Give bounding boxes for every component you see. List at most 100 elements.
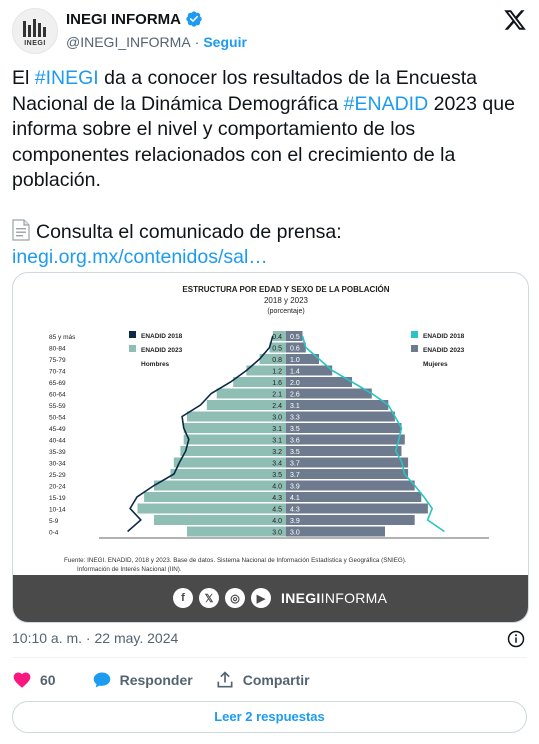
- reply-button[interactable]: Responder: [92, 670, 193, 690]
- value-mujeres-14: 4.1: [290, 495, 300, 502]
- press-release-link[interactable]: inegi.org.mx/contenidos/sal…: [12, 246, 268, 268]
- bar-hombres-5: [216, 388, 286, 399]
- bar-hombres-3: [246, 365, 286, 376]
- reply-label: Responder: [119, 672, 193, 688]
- share-button[interactable]: Compartir: [215, 670, 310, 690]
- bar-mujeres-9: [286, 434, 405, 445]
- value-hombres-7: 3.0: [272, 415, 282, 422]
- display-name[interactable]: INEGI INFORMA: [66, 10, 181, 28]
- legend-swatch: [129, 345, 136, 352]
- value-hombres-6: 2.4: [272, 403, 282, 410]
- bar-hombres-2: [259, 354, 286, 364]
- handle[interactable]: @INEGI_INFORMA: [66, 34, 191, 50]
- share-icon: [217, 671, 233, 688]
- bar-hombres-13: [154, 480, 286, 491]
- read-replies-button[interactable]: Leer 2 respuestas: [12, 701, 527, 733]
- age-label-15: 10-14: [49, 507, 66, 514]
- value-hombres-14: 4.3: [272, 495, 282, 502]
- age-label-0: 85 y más: [49, 334, 76, 341]
- bar-mujeres-3: [286, 365, 333, 376]
- chart-title: ESTRUCTURA POR EDAD Y SEXO DE LA POBLACI…: [182, 285, 389, 294]
- separator: ·: [194, 34, 200, 50]
- outline-2018-hombres: [127, 335, 274, 533]
- info-icon[interactable]: [507, 630, 525, 648]
- value-hombres-16: 4.0: [272, 518, 282, 525]
- value-mujeres-2: 1.0: [290, 357, 300, 364]
- youtube-icon: ▶: [251, 588, 271, 608]
- value-hombres-1: 0.5: [272, 346, 282, 353]
- inegi-logo-icon: [23, 19, 46, 37]
- population-pyramid-chart: ESTRUCTURA POR EDAD Y SEXO DE LA POBLACI…: [49, 285, 489, 573]
- avatar[interactable]: INEGI: [12, 8, 58, 54]
- legend-label: ENADID 2023: [141, 347, 183, 354]
- value-hombres-2: 0.8: [272, 357, 282, 364]
- age-label-17: 0-4: [49, 530, 59, 537]
- footer-brand: INEGIINFORMA: [281, 590, 388, 606]
- bar-hombres-7: [187, 411, 286, 422]
- value-mujeres-1: 0.6: [290, 346, 300, 353]
- value-hombres-10: 3.2: [272, 449, 282, 456]
- bar-mujeres-15: [286, 503, 428, 514]
- hashtag-inegi[interactable]: #INEGI: [34, 67, 99, 89]
- age-label-6: 55-59: [49, 403, 66, 410]
- value-hombres-4: 1.6: [272, 380, 282, 387]
- age-label-16: 5-9: [49, 518, 59, 525]
- value-mujeres-11: 3.7: [290, 461, 300, 468]
- chart-subtitle: 2018 y 2023: [264, 296, 309, 305]
- like-count: 60: [40, 672, 56, 688]
- divider: [12, 657, 527, 658]
- bar-mujeres-11: [286, 457, 409, 468]
- bar-mujeres-17: [286, 526, 385, 537]
- value-hombres-15: 4.5: [272, 507, 282, 514]
- legend-sub: Mujeres: [423, 361, 448, 368]
- card-footer: f 𝕏 ◎ ▶ INEGIINFORMA: [13, 575, 528, 622]
- value-mujeres-6: 3.1: [290, 403, 300, 410]
- age-label-12: 25-29: [49, 472, 66, 479]
- avatar-text: INEGI: [24, 40, 46, 47]
- like-button[interactable]: 60: [12, 670, 56, 690]
- tweet-paragraph-2: Consulta el comunicado de prensa:: [12, 218, 522, 246]
- timestamp[interactable]: 10:10 a. m. · 22 may. 2024: [12, 630, 179, 646]
- media-card[interactable]: ESTRUCTURA POR EDAD Y SEXO DE LA POBLACI…: [12, 272, 529, 623]
- bar-hombres-14: [144, 492, 286, 502]
- reply-bubble-icon: [93, 672, 110, 688]
- value-mujeres-17: 3.0: [290, 530, 300, 537]
- bar-mujeres-1: [286, 342, 306, 353]
- age-label-14: 15-19: [49, 495, 66, 502]
- facebook-icon: f: [173, 588, 193, 608]
- follow-button[interactable]: Seguir: [203, 34, 247, 50]
- value-hombres-9: 3.1: [272, 438, 282, 445]
- value-hombres-11: 3.4: [272, 461, 282, 468]
- hashtag-enadid[interactable]: #ENADID: [343, 92, 429, 115]
- age-label-8: 45-49: [49, 426, 66, 433]
- bar-mujeres-6: [286, 400, 389, 410]
- outline-2018-mujeres: [301, 335, 445, 533]
- value-mujeres-15: 4.3: [290, 507, 300, 514]
- tweet-text: El #INEGI da a conocer los resultados de…: [12, 66, 522, 271]
- x-logo-icon[interactable]: [503, 8, 527, 32]
- verified-badge-icon: [186, 11, 202, 27]
- x-icon: 𝕏: [199, 588, 219, 608]
- bar-hombres-17: [187, 526, 286, 537]
- tweet-header: INEGI INEGI INFORMA @INEGI_INFORMA · Seg…: [12, 6, 527, 54]
- bar-mujeres-5: [286, 388, 372, 399]
- bar-mujeres-14: [286, 492, 422, 502]
- bar-hombres-0: [272, 331, 286, 341]
- age-label-9: 40-44: [49, 438, 66, 445]
- value-hombres-3: 1.2: [272, 369, 282, 376]
- age-label-10: 35-39: [49, 449, 66, 456]
- legend-swatch: [411, 345, 418, 352]
- bar-hombres-16: [154, 515, 286, 525]
- age-label-11: 30-34: [49, 461, 66, 468]
- value-hombres-12: 3.5: [272, 472, 282, 479]
- bar-mujeres-4: [286, 377, 352, 387]
- value-mujeres-8: 3.5: [290, 426, 300, 433]
- chart-unit: (porcentaje): [267, 308, 304, 315]
- bar-hombres-6: [206, 400, 286, 410]
- value-hombres-8: 3.1: [272, 426, 282, 433]
- bar-hombres-8: [183, 423, 286, 433]
- value-mujeres-0: 0.5: [290, 334, 300, 341]
- bar-mujeres-10: [286, 446, 402, 456]
- age-label-4: 65-69: [49, 380, 66, 387]
- value-hombres-0: 0.4: [272, 334, 282, 341]
